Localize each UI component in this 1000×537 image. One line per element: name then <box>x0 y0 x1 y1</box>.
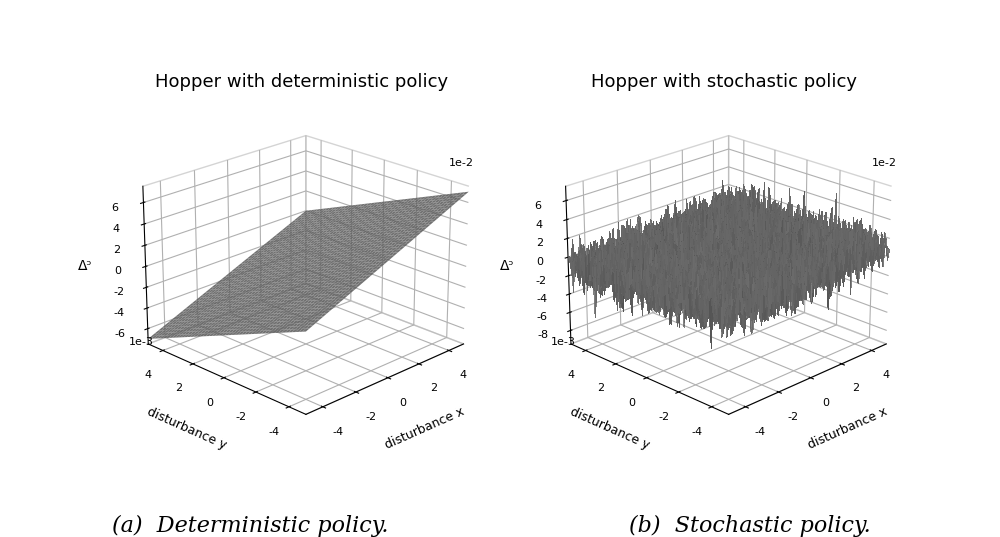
Text: 1e-3: 1e-3 <box>551 337 576 347</box>
Y-axis label: disturbance y: disturbance y <box>568 405 651 452</box>
X-axis label: disturbance x: disturbance x <box>806 405 889 452</box>
Title: Hopper with stochastic policy: Hopper with stochastic policy <box>591 72 857 91</box>
Text: (b)  Stochastic policy.: (b) Stochastic policy. <box>629 514 871 536</box>
Title: Hopper with deterministic policy: Hopper with deterministic policy <box>155 72 448 91</box>
Text: 1e-2: 1e-2 <box>449 158 474 169</box>
Text: 1e-3: 1e-3 <box>129 337 153 347</box>
X-axis label: disturbance x: disturbance x <box>383 405 467 452</box>
Text: (a)  Deterministic policy.: (a) Deterministic policy. <box>112 514 388 536</box>
Y-axis label: disturbance y: disturbance y <box>145 405 228 452</box>
Text: 1e-2: 1e-2 <box>871 158 896 169</box>
